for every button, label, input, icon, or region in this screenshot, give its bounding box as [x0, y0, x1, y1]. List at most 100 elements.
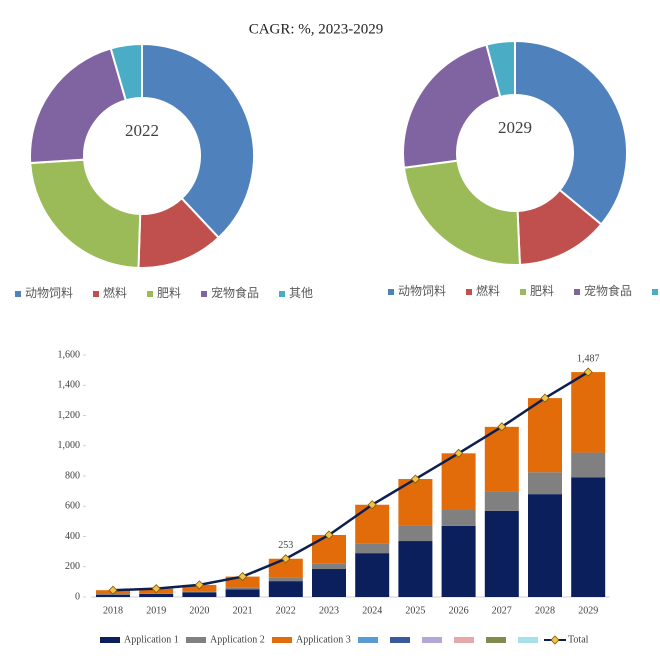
y-tick-label: 200: [65, 561, 80, 572]
legend-swatch: [201, 291, 207, 297]
total-marker: [583, 367, 593, 377]
y-tick-label: 0: [75, 591, 80, 602]
total-marker: [238, 572, 248, 582]
donut-segment: [29, 47, 128, 165]
y-tick-label: 1,400: [58, 380, 81, 391]
legend-label: 肥料: [157, 286, 181, 300]
legend-swatch: [147, 291, 153, 297]
total-marker: [194, 580, 204, 590]
blank-legend-swatches: [358, 637, 538, 643]
x-tick-label: 2023: [319, 605, 339, 616]
bar-segment: [182, 591, 217, 593]
x-tick-label: 2027: [492, 605, 512, 616]
bar-segment: [312, 569, 346, 597]
legend-label: 其他: [289, 286, 313, 300]
legend-swatch: [15, 291, 21, 297]
x-tick-label: 2018: [103, 605, 123, 616]
x-tick-label: 2024: [362, 605, 382, 616]
donut-segment: [402, 43, 502, 169]
bar-segment: [398, 525, 433, 542]
donut-segment: [485, 39, 516, 99]
legend-label: Application 1: [124, 634, 179, 645]
donut-segment: [141, 42, 255, 240]
bar-segment: [528, 472, 562, 495]
legend-swatch: [186, 637, 206, 643]
bar-segment: [312, 563, 346, 570]
bar-segment: [268, 577, 303, 582]
legend-swatch: [486, 637, 506, 643]
y-tick-label: 600: [65, 501, 80, 512]
donut-segment: [109, 42, 143, 102]
y-tick-label: 1,000: [58, 440, 81, 451]
legend-label: 燃料: [476, 283, 500, 298]
bar-segment: [528, 398, 562, 473]
bar-segment: [96, 594, 130, 597]
bar-segment: [225, 576, 260, 588]
bar-segment: [139, 593, 174, 594]
total-marker: [454, 448, 464, 458]
bar-segment: [355, 543, 390, 554]
total-marker: [151, 584, 161, 594]
x-tick-label: 2019: [146, 605, 166, 616]
donut-segment: [514, 39, 628, 226]
legend-swatch: [272, 637, 292, 643]
bar-segment: [528, 494, 562, 597]
total-marker: [281, 554, 291, 564]
bar-segment: [312, 534, 346, 564]
bar-segment: [441, 510, 476, 526]
donut-segment: [29, 158, 142, 269]
total-marker: [497, 422, 507, 432]
donut-center-label: 2022: [125, 121, 159, 140]
legend-swatch: [518, 637, 538, 643]
page-title: CAGR: %, 2023-2029: [249, 21, 384, 37]
total-marker: [540, 393, 550, 403]
y-tick-label: 1,200: [58, 410, 81, 421]
legend-swatch: [388, 289, 394, 295]
bar-segment: [355, 504, 390, 544]
legend-label: 宠物食品: [584, 283, 632, 298]
donut-segment: [402, 159, 521, 266]
bar-segment: [441, 453, 476, 511]
x-tick-label: 2021: [233, 605, 253, 616]
data-label: 253: [278, 540, 293, 551]
legend-swatch: [574, 289, 580, 295]
total-marker: [367, 500, 377, 510]
legend-label: 燃料: [103, 285, 127, 300]
donut-center-label: 2029: [498, 118, 532, 137]
legend-swatch: [93, 291, 99, 297]
legend-label: Total: [568, 634, 589, 645]
x-tick-label: 2020: [189, 605, 209, 616]
legend-swatch: [279, 291, 285, 297]
legend-label: 宠物食品: [211, 285, 259, 300]
legend-swatch: [100, 637, 120, 643]
legend-swatch: [466, 289, 472, 295]
bar-segment: [225, 587, 260, 590]
bar-segment: [571, 372, 606, 453]
legend-label: 动物饲料: [398, 284, 446, 298]
y-tick-label: 800: [65, 470, 80, 481]
data-label: 1,487: [577, 353, 600, 364]
bar-segment: [571, 452, 606, 478]
legend-swatch: [454, 637, 474, 643]
bar-segment: [484, 491, 519, 511]
bar-segment: [182, 592, 217, 597]
bar-segment: [398, 541, 433, 597]
legend-label: 肥料: [530, 284, 554, 298]
legend-swatch: [358, 637, 378, 643]
bar-segment: [225, 589, 260, 597]
bar-segment: [484, 510, 519, 597]
legend-swatch: [652, 289, 658, 295]
bar-segment: [441, 525, 476, 597]
bar-segment: [484, 426, 519, 492]
total-marker: [324, 530, 334, 540]
x-tick-label: 2029: [578, 605, 598, 616]
x-tick-label: 2025: [405, 605, 425, 616]
bar-segment: [355, 553, 390, 597]
legend-label: 动物饲料: [25, 286, 73, 300]
legend-label: Application 3: [296, 634, 351, 645]
y-tick-label: 1,600: [58, 349, 81, 360]
total-marker: [108, 585, 118, 595]
bar-segment: [571, 477, 606, 597]
x-tick-label: 2028: [535, 605, 555, 616]
legend-swatch: [390, 637, 410, 643]
